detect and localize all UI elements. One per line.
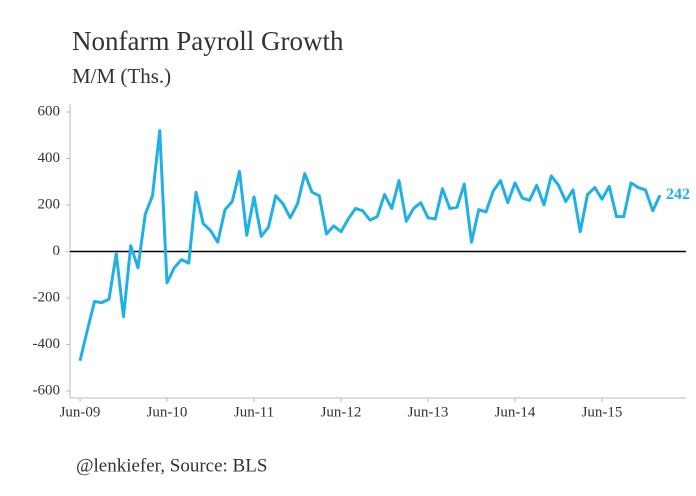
y-tick-label: 0	[53, 243, 61, 259]
y-tick-label: -400	[33, 336, 61, 352]
y-tick-label: 200	[38, 196, 61, 212]
y-tick-label: -200	[33, 289, 61, 305]
x-tick-label: Jun-13	[408, 404, 449, 420]
x-tick-label: Jun-12	[321, 404, 362, 420]
y-tick-label: 600	[38, 103, 61, 119]
x-tick-label: Jun-11	[234, 404, 274, 420]
chart-title: Nonfarm Payroll Growth	[72, 26, 344, 56]
series-line	[78, 129, 662, 362]
chart-subtitle: M/M (Ths.)	[72, 64, 171, 88]
y-tick-label: -600	[33, 382, 61, 398]
x-tick-label: Jun-14	[495, 404, 536, 420]
y-tick-label: 400	[38, 150, 61, 166]
x-tick-label: Jun-10	[147, 404, 188, 420]
x-tick-label: Jun-15	[582, 404, 623, 420]
caption: @lenkiefer, Source: BLS	[76, 455, 267, 476]
x-tick-label: Jun-09	[60, 404, 101, 420]
last-value-label: 242	[666, 186, 690, 203]
